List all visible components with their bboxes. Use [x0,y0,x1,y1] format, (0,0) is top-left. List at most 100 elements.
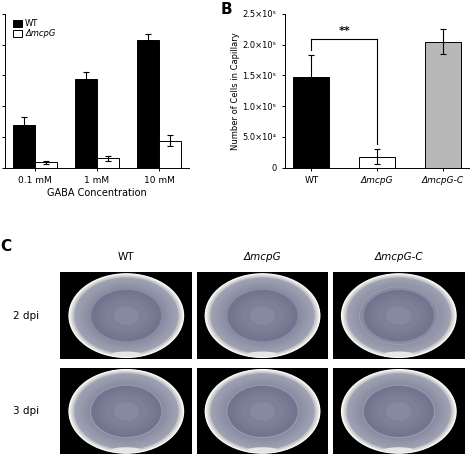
Ellipse shape [342,274,456,357]
Ellipse shape [343,371,455,452]
Ellipse shape [355,379,442,443]
Ellipse shape [344,275,454,356]
Ellipse shape [222,382,303,441]
Ellipse shape [112,352,141,357]
Ellipse shape [208,372,317,452]
Bar [425,42,461,168]
X-axis label: GABA Concentration: GABA Concentration [47,188,147,198]
Ellipse shape [102,394,150,429]
Ellipse shape [345,276,453,355]
Ellipse shape [102,298,150,333]
Text: B: B [220,2,232,17]
Ellipse shape [344,276,454,356]
Ellipse shape [225,384,301,439]
Ellipse shape [210,278,315,354]
Ellipse shape [236,392,289,431]
Ellipse shape [346,278,451,354]
Ellipse shape [94,388,158,435]
Ellipse shape [369,390,428,433]
Ellipse shape [205,370,320,453]
Ellipse shape [73,277,180,355]
Ellipse shape [88,384,164,439]
Legend: WT, ΔmcpG: WT, ΔmcpG [13,18,56,39]
Ellipse shape [233,390,292,433]
Ellipse shape [210,372,316,451]
Ellipse shape [369,294,428,337]
Ellipse shape [69,370,183,453]
Ellipse shape [80,378,173,445]
Ellipse shape [91,290,161,341]
Ellipse shape [206,274,319,357]
Ellipse shape [364,290,434,341]
Text: WT: WT [118,252,135,262]
Ellipse shape [114,306,139,325]
Ellipse shape [342,370,456,453]
Ellipse shape [346,373,451,450]
Ellipse shape [80,282,173,350]
Bar [61,272,192,359]
Ellipse shape [209,276,317,355]
Bar [197,272,328,359]
Ellipse shape [230,388,295,435]
Ellipse shape [344,371,454,452]
Ellipse shape [205,273,320,358]
Ellipse shape [386,402,411,421]
Ellipse shape [209,372,317,451]
Ellipse shape [105,396,147,427]
Ellipse shape [207,371,318,452]
Text: C: C [0,239,11,254]
Ellipse shape [372,392,425,431]
Ellipse shape [70,370,183,453]
Ellipse shape [82,379,170,443]
Ellipse shape [239,298,286,333]
Bar [97,159,118,168]
Ellipse shape [70,275,182,357]
Ellipse shape [384,447,413,452]
Ellipse shape [219,379,306,443]
Ellipse shape [82,284,170,347]
Ellipse shape [72,276,181,356]
Ellipse shape [205,369,320,454]
Ellipse shape [88,288,164,343]
Ellipse shape [207,371,319,452]
Ellipse shape [77,279,175,352]
Bar [359,157,395,168]
Ellipse shape [346,277,452,355]
Ellipse shape [70,371,182,452]
Ellipse shape [97,390,155,433]
Ellipse shape [210,373,315,450]
Ellipse shape [248,352,277,357]
Bar [75,79,97,168]
Ellipse shape [361,384,437,439]
Ellipse shape [73,372,180,451]
Ellipse shape [352,282,445,350]
Ellipse shape [73,372,180,451]
Ellipse shape [216,378,309,445]
Bar [61,368,192,454]
Ellipse shape [352,378,445,445]
Bar [35,162,56,168]
Ellipse shape [239,394,286,429]
Ellipse shape [105,300,147,331]
Ellipse shape [250,306,275,325]
Ellipse shape [378,300,419,331]
Ellipse shape [74,373,178,450]
Text: 2 dpi: 2 dpi [13,311,40,321]
Ellipse shape [213,279,312,352]
Ellipse shape [230,292,295,339]
Bar [197,368,328,454]
Ellipse shape [349,375,448,447]
Ellipse shape [236,296,289,335]
Ellipse shape [91,385,161,437]
Ellipse shape [375,298,422,333]
Bar [333,272,465,359]
Ellipse shape [216,282,309,350]
Ellipse shape [222,286,303,345]
Ellipse shape [358,286,439,345]
Ellipse shape [208,276,317,356]
Ellipse shape [344,372,454,452]
Ellipse shape [366,388,431,435]
Text: **: ** [338,26,350,36]
Ellipse shape [97,294,155,337]
Text: 3 dpi: 3 dpi [13,406,40,416]
